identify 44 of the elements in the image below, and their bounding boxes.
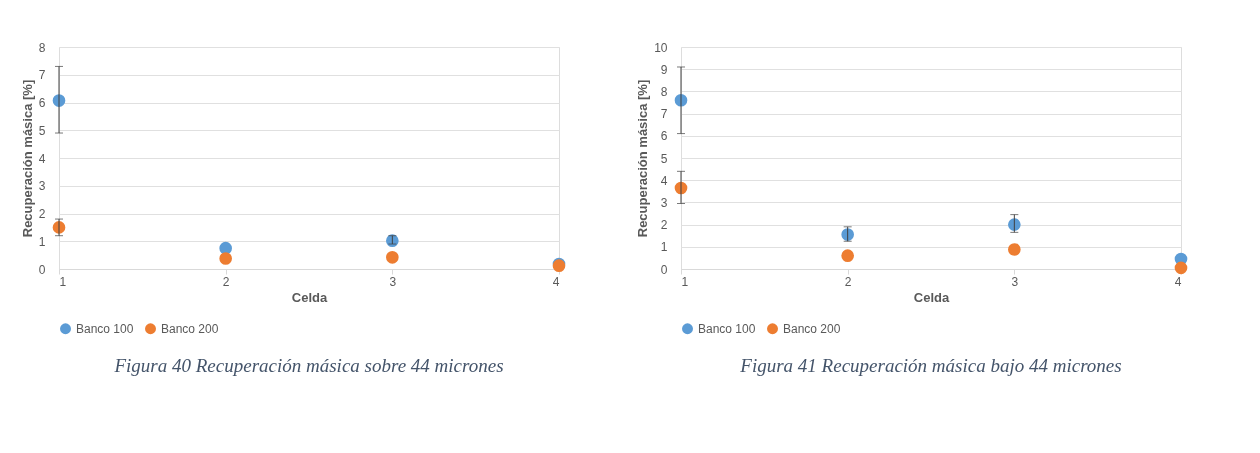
y-tick-label: 8 [38, 40, 46, 55]
x-axis-title: Celda [913, 289, 950, 305]
y-tick-label: 2 [660, 218, 668, 233]
text: Figura 40 Recuperación másica sobre 44 micrones [113, 355, 504, 376]
y-tick-label: 5 [660, 151, 668, 166]
point [386, 251, 399, 264]
y-tick-label: 4 [660, 173, 668, 188]
y-tick-label: 6 [660, 129, 668, 144]
point [841, 249, 854, 262]
x-tick-label: 1 [59, 274, 67, 289]
point [219, 252, 232, 265]
y-tick-label: 3 [38, 179, 46, 194]
y-tick-label: 0 [38, 262, 46, 277]
x-axis-title: Celda [291, 289, 328, 305]
y-tick-label: 8 [660, 84, 668, 99]
y-axis-title: Recuperación másica [%] [19, 79, 35, 238]
x-tick-label: 2 [222, 274, 230, 289]
legend-label: Banco 100 [698, 321, 756, 336]
x-tick-label: 3 [1011, 274, 1019, 289]
y-tick-label: 1 [660, 240, 668, 255]
point [1008, 218, 1021, 231]
legend-label: Banco 100 [76, 321, 134, 336]
y-tick-label: 2 [38, 207, 46, 221]
point [1174, 261, 1188, 275]
y-tick-label: 10 [654, 40, 668, 55]
x-tick-label: 1 [681, 274, 689, 289]
y-tick-label: 7 [38, 68, 46, 83]
legend-label: Banco 200 [161, 321, 219, 336]
y-tick-label: 1 [38, 234, 46, 249]
y-tick-label: 3 [660, 195, 668, 210]
x-tick-label: 3 [389, 274, 397, 289]
y-tick-label: 4 [38, 151, 46, 166]
y-tick-label: 6 [38, 96, 46, 110]
text: Figura 41 Recuperación másica bajo 44 micrones [739, 355, 1122, 376]
x-tick-label: 2 [844, 274, 852, 289]
point [1008, 243, 1021, 256]
y-tick-label: 9 [660, 62, 668, 77]
y-axis-title: Recuperación másica [%] [635, 79, 651, 238]
x-tick-label: 4 [1174, 274, 1182, 289]
y-tick-label: 0 [660, 262, 668, 277]
y-tick-label: 5 [38, 123, 46, 138]
x-tick-label: 4 [552, 274, 560, 289]
legend-label: Banco 200 [783, 321, 841, 336]
y-tick-label: 7 [660, 107, 668, 122]
